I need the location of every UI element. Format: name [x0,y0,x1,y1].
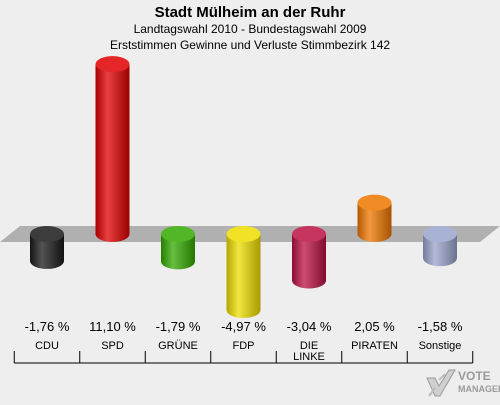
value-label: -1,58 % [418,319,463,334]
bar-top-cap [226,226,261,242]
bar-body [95,64,130,234]
category-label: DIE LINKE [293,340,325,363]
value-label: -1,79 % [156,319,201,334]
category-label: CDU [35,340,59,352]
chart-subtitle: Landtagswahl 2010 - Bundestagswahl 2009 [133,22,367,36]
bar-fdp [226,226,261,319]
category-label: SPD [101,340,124,352]
value-label: -1,76 % [25,319,70,334]
bar-top-cap [161,226,195,242]
logo-line1: VOTE [458,369,491,383]
value-label: -4,97 % [221,319,266,334]
category-label: GRÜNE [158,340,198,352]
category-label: Sonstige [419,340,462,352]
chart-subtitle-2: Erststimmen Gewinne und Verluste Stimmbe… [109,38,391,52]
bar-body [226,234,261,311]
vote-manager-logo: VOTE MANAGER [425,366,500,400]
category-label: FDP [233,340,255,352]
bar-sonstige [423,226,457,267]
bar-piraten [357,194,392,242]
checkmark-x-icon [426,369,456,397]
value-label: -3,04 % [287,319,332,334]
category-axis: CDU SPD GRÜNE FDP DIE LINKE PIRATEN Sonstige [13,340,474,364]
bar-top-cap [423,226,457,242]
bar-spd [95,56,130,242]
bar-top-cap [292,226,326,242]
chart-title: Stadt Mülheim an der Ruhr [154,4,346,21]
value-label: 2,05 % [354,319,395,334]
category-label: PIRATEN [351,340,398,352]
bars-group [30,56,457,319]
value-labels-group: -1,76 % 11,10 % -1,79 % -4,97 % -3,04 % 2,05 … [25,319,463,334]
value-label: 11,10 % [89,319,136,334]
bar-top-cap [95,56,130,73]
bar-top-cap [357,194,392,211]
bar-top-cap [30,226,64,242]
bar-die-linke [292,226,326,289]
bar-grüne [161,226,195,270]
bar-cdu [30,226,64,269]
logo-line2: MANAGER [458,384,500,394]
